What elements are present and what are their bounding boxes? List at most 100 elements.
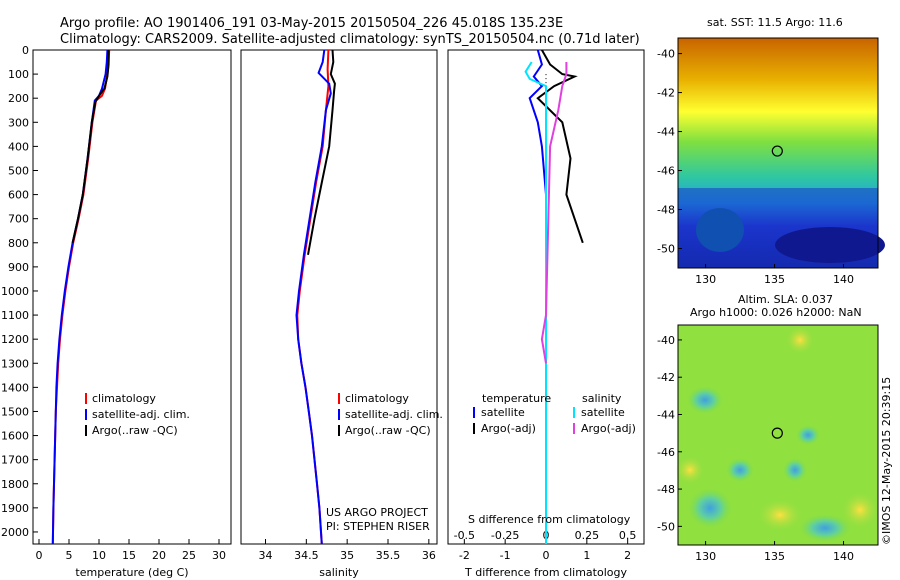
series-line [536,49,584,244]
x-tick-label: 0 [36,549,43,562]
depth-tick-label: 0 [22,44,29,57]
legend-temp-satellite: satellite [481,406,525,419]
sla-eddy [726,458,754,482]
series-line [540,62,568,364]
series-line [307,49,336,255]
map-y-tick-label: -40 [657,334,675,347]
depth-tick-label: 1200 [1,333,29,346]
top-axis-label: S difference from climatology [468,513,631,526]
temperature-panel: 0 5 10 15 20 25 30 temperature (deg C) [36,49,226,579]
depth-tick-label: 2000 [1,526,29,539]
series-line [524,61,547,544]
depth-tick-label: 1600 [1,430,29,443]
x-axis-label: salinity [319,566,359,579]
depth-tick-label: 1000 [1,285,29,298]
sst-map-frame [677,37,879,269]
x-tick-label: 15 [122,549,136,562]
sla-map-frame [677,324,879,546]
map-x-tick-label: 135 [764,550,785,563]
sla-high [842,492,878,528]
x-tick-label: 25 [182,549,196,562]
sla-eddy [783,458,807,482]
x-tick-label: 5 [66,549,73,562]
top-tick-label: -0.25 [491,529,519,542]
x-tick-label: 1 [583,549,590,562]
x-tick-label: 10 [92,549,106,562]
pi-annotation: PI: STEPHEN RISER [326,520,430,533]
sla-map-subtitle: Argo h1000: 0.026 h2000: NaN [690,306,862,319]
map-y-tick-label: -46 [657,446,675,459]
series-line [295,49,332,545]
legend-temperature-heading: temperature [482,392,551,405]
x-tick-label: -2 [459,549,470,562]
depth-tick-label: 900 [8,261,29,274]
sla-map: 130 135 140 -40 -42 -44 -46 -48 -50 [657,324,879,563]
top-tick-label: 0.5 [619,529,637,542]
x-tick-label: 34.5 [294,549,319,562]
legend-climatology: climatology [92,392,156,405]
depth-tick-label: 1700 [1,454,29,467]
map-x-tick-label: 130 [695,273,716,286]
map-x-tick-label: 140 [833,550,854,563]
legend-sal-satellite: satellite [581,406,625,419]
legend-satellite: satellite-adj. clim. [345,408,443,421]
map-y-tick-label: -50 [657,243,675,256]
depth-tick-label: 300 [8,116,29,129]
x-tick-label: 34 [259,549,273,562]
depth-tick-label: 1400 [1,381,29,394]
series-line [51,49,111,545]
depth-tick-label: 200 [8,92,29,105]
sst-cold-pool [775,227,885,263]
map-y-tick-label: -40 [657,48,675,61]
sst-map: 130 135 140 -40 -42 -44 -46 -48 -50 [657,37,885,286]
legend-satellite: satellite-adj. clim. [92,408,190,421]
map-y-tick-label: -46 [657,165,675,178]
sla-map-title: Altim. SLA: 0.037 [738,293,833,306]
depth-tick-label: 100 [8,68,29,81]
depth-tick-label: 600 [8,189,29,202]
temperature-panel-frame [32,49,232,545]
legend-salinity-heading: salinity [582,392,622,405]
x-tick-label: 2 [624,549,631,562]
depth-tick-label: 500 [8,164,29,177]
map-y-tick-label: -42 [657,371,675,384]
x-tick-label: 30 [212,549,226,562]
series-line [71,50,110,244]
depth-tick-label: 1500 [1,405,29,418]
salinity-panel: 34 34.5 35 35.5 36 salinity [259,49,436,579]
map-y-tick-label: -44 [657,408,675,421]
sla-eddy [799,514,851,542]
depth-tick-label: 700 [8,213,29,226]
depth-tick-label: 1300 [1,357,29,370]
x-tick-label: 20 [152,549,166,562]
x-tick-label: 35.5 [376,549,401,562]
x-axis-label: T difference from climatology [464,566,627,579]
project-annotation: US ARGO PROJECT [326,506,428,519]
depth-tick-label: 400 [8,140,29,153]
x-axis-label: temperature (deg C) [75,566,188,579]
depth-tick-label: 1900 [1,502,29,515]
legend-sal-argo: Argo(-adj) [581,422,636,435]
depth-tick-label: 1100 [1,309,29,322]
sst-eddy [696,208,744,252]
legend-argo: Argo(..raw -QC) [92,424,178,437]
difference-legend: temperature satellite Argo(-adj) salinit… [468,392,636,526]
x-tick-label: 0 [543,549,550,562]
x-tick-label: 36 [422,549,436,562]
depth-tick-label: 1800 [1,478,29,491]
temperature-legend: climatology satellite-adj. clim. Argo(..… [85,392,190,437]
map-x-tick-label: 135 [764,273,785,286]
depth-axis: 0 100 200 300 400 500 600 700 800 900 1000 1100 1200… [1,44,38,539]
series-line [51,49,109,545]
map-y-tick-label: -42 [657,87,675,100]
argo-location-marker [771,427,783,439]
map-y-tick-label: -50 [657,520,675,533]
x-tick-label: 35 [340,549,354,562]
chart-title-line1: Argo profile: AO 1901406_191 03-May-2015… [60,16,564,31]
difference-panel: -2 -1 0 1 2-0.5 -0.25 0 0.25 0.5T difference fro… [454,49,637,579]
depth-tick-label: 800 [8,237,29,250]
map-y-tick-label: -48 [657,483,675,496]
x-tick-label: -1 [500,549,511,562]
top-tick-label: 0.25 [575,529,600,542]
